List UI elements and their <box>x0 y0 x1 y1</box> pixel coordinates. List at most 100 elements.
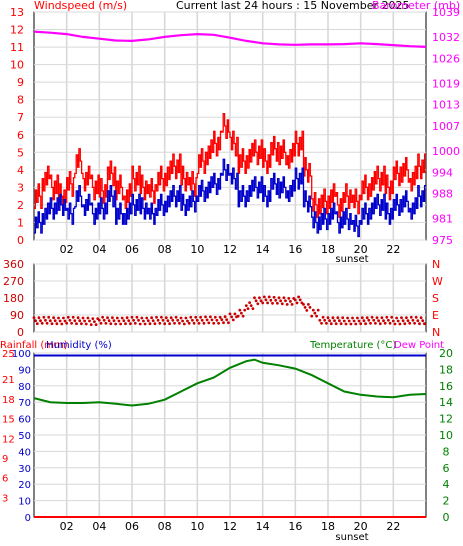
direction-point <box>145 316 149 320</box>
direction-point <box>47 315 51 319</box>
current-title: Current last 24 hours : 15 November 2025 <box>176 0 409 12</box>
temp-y-tick: 14 <box>439 396 453 409</box>
direction-point <box>326 316 330 320</box>
direction-point <box>276 301 279 305</box>
direction-point <box>251 307 255 310</box>
direction-point <box>418 322 421 326</box>
direction-point <box>233 312 237 316</box>
direction-point <box>375 316 379 320</box>
wind-y-tick: 2 <box>17 199 24 212</box>
x-tick-label: 20 <box>354 243 368 256</box>
wind-y-tick: 9 <box>17 76 24 89</box>
direction-point <box>151 319 155 323</box>
direction-point <box>212 321 216 325</box>
temp-y-tick: 20 <box>439 347 453 360</box>
direction-point <box>318 318 322 322</box>
rain-y-tick: 6 <box>2 474 8 485</box>
direction-point <box>101 315 104 319</box>
direction-point <box>164 316 168 320</box>
direction-point <box>256 302 260 306</box>
barometer-series-line <box>33 30 427 48</box>
direction-y-tick: 360 <box>3 258 24 271</box>
x-tick-label: 22 <box>386 520 400 533</box>
direction-point <box>153 322 157 326</box>
direction-point <box>89 323 93 326</box>
direction-point <box>217 321 221 325</box>
direction-point <box>166 319 170 323</box>
baro-y-tick: 1000 <box>432 145 460 158</box>
direction-point <box>132 318 136 322</box>
direction-point <box>35 322 39 326</box>
direction-y-tick: 0 <box>17 326 24 339</box>
direction-point <box>86 316 90 320</box>
wind-y-tick: 13 <box>10 6 24 19</box>
direction-point <box>383 321 387 325</box>
direction-point <box>199 315 203 319</box>
rain-y-tick: 3 <box>2 493 8 504</box>
direction-point <box>246 307 250 310</box>
direction-point <box>328 319 331 323</box>
direction-point <box>236 314 240 318</box>
compass-tick: S <box>432 292 439 305</box>
direction-y-tick: 180 <box>3 292 24 305</box>
direction-point <box>290 303 294 306</box>
direction-point <box>129 322 132 326</box>
direction-point <box>68 318 72 322</box>
x-tick-label: 18 <box>321 520 335 533</box>
direction-point <box>130 315 134 319</box>
direction-point <box>228 312 232 316</box>
barometer-title: Barometer (mb) <box>372 0 460 12</box>
x-tick-label: 06 <box>125 520 139 533</box>
direction-point <box>60 322 64 326</box>
direction-point <box>213 315 217 319</box>
rain-y-tick: 15 <box>2 415 15 426</box>
wind-y-tick: 3 <box>17 181 24 194</box>
direction-point <box>364 322 367 326</box>
direction-point <box>57 316 60 320</box>
temp-y-tick: 8 <box>443 445 450 458</box>
direction-point <box>207 321 211 325</box>
direction-point <box>125 316 129 320</box>
temp-y-tick: 16 <box>439 380 453 393</box>
direction-point <box>66 315 70 319</box>
direction-point <box>409 315 413 319</box>
direction-point <box>155 315 158 319</box>
direction-point <box>160 315 163 319</box>
direction-point <box>310 314 314 318</box>
humidity-y-tick: 40 <box>18 447 31 458</box>
direction-point <box>359 322 363 326</box>
direction-point <box>311 308 315 312</box>
x-tick-label: 08 <box>158 243 172 256</box>
direction-point <box>282 296 286 300</box>
rain-y-tick: 18 <box>2 395 15 406</box>
direction-point <box>329 322 333 326</box>
direction-point <box>83 319 86 323</box>
humidity-y-tick: 90 <box>18 365 31 376</box>
x-tick-label: 14 <box>256 243 270 256</box>
direction-point <box>93 320 96 323</box>
rain-y-tick: 21 <box>2 375 15 386</box>
direction-point <box>378 322 382 326</box>
x-tick-label: 10 <box>190 520 204 533</box>
direction-point <box>184 316 188 320</box>
direction-point <box>32 316 36 320</box>
direction-point <box>75 322 78 326</box>
direction-point <box>323 318 327 322</box>
temp-y-tick: 12 <box>439 413 453 426</box>
x-tick-label: 08 <box>158 520 172 533</box>
direction-point <box>271 301 274 305</box>
direction-point <box>91 317 95 320</box>
direction-point <box>238 308 242 312</box>
direction-point <box>387 318 390 322</box>
temperature-series-line <box>33 358 427 407</box>
baro-y-tick: 1039 <box>432 6 460 19</box>
direction-point <box>320 321 323 325</box>
direction-point <box>55 322 59 326</box>
average-wind-series-line <box>34 158 426 238</box>
direction-point <box>240 311 243 315</box>
rain-y-tick: 9 <box>2 454 8 465</box>
direction-point <box>369 321 372 325</box>
direction-point <box>287 297 291 300</box>
baro-y-tick: 1013 <box>432 99 460 112</box>
